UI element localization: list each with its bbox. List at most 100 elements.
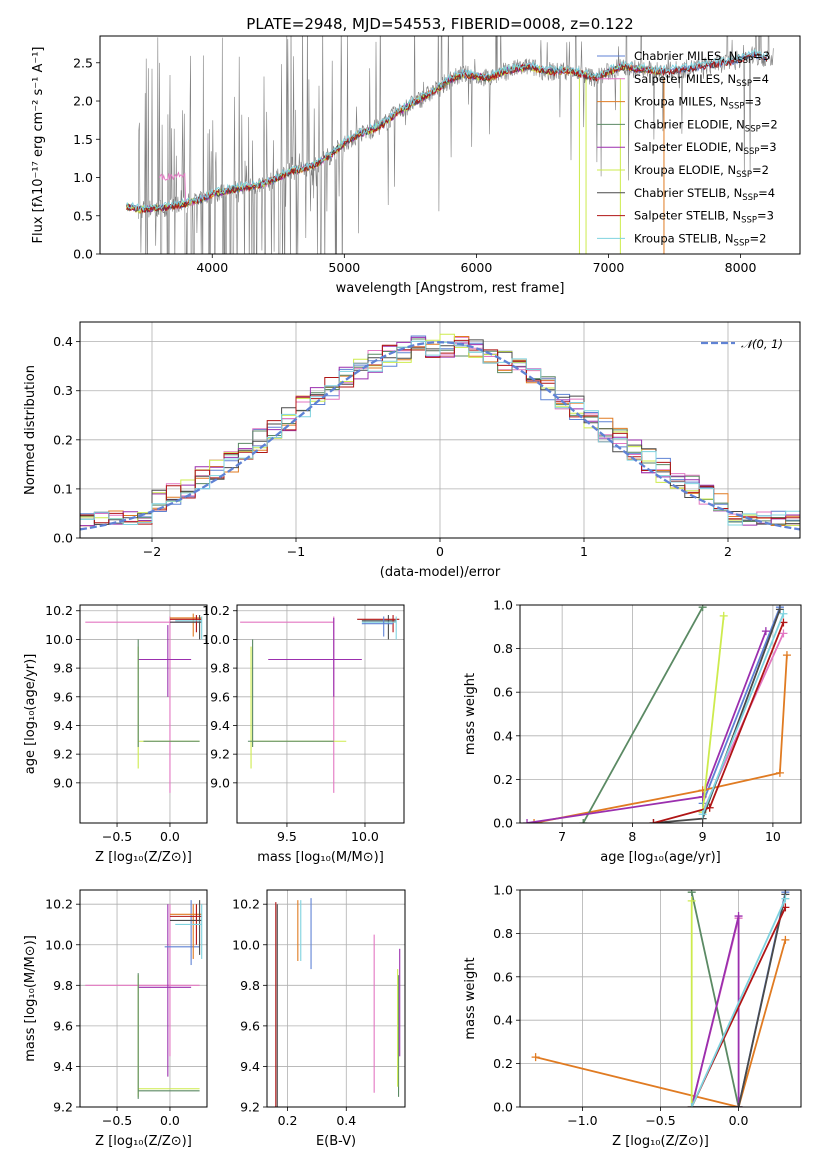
y-tick-label: 9.6 bbox=[53, 689, 73, 704]
y-tick-label: 0.6 bbox=[493, 685, 513, 700]
y-tick-label: 0.4 bbox=[493, 1013, 513, 1028]
x-axis-label: wavelength [Angstrom, rest frame] bbox=[336, 281, 565, 296]
y-tick-label: 0.3 bbox=[53, 383, 73, 398]
legend-label: Chabrier ELODIE, NSSP=2 bbox=[634, 117, 778, 134]
y-tick-label: 0.8 bbox=[493, 926, 513, 941]
legend-label-count: =3 bbox=[753, 49, 770, 63]
y-tick-label: 0.5 bbox=[73, 208, 93, 223]
x-axis-label: E(B-V) bbox=[316, 1134, 356, 1149]
legend-label: Salpeter MILES, NSSP=4 bbox=[634, 72, 769, 89]
y-tick-label: 0.2 bbox=[493, 772, 513, 787]
plot-area bbox=[85, 613, 203, 793]
x-tick-label: −0.5 bbox=[645, 1113, 675, 1128]
legend-label-main: Salpeter ELODIE, N bbox=[634, 140, 744, 154]
normal-curve bbox=[80, 341, 800, 531]
z-weight-marker-kroupa_miles bbox=[781, 935, 790, 944]
x-tick-label: 4000 bbox=[196, 260, 228, 275]
x-tick-label: −1.0 bbox=[567, 1113, 597, 1128]
model-salpeter_elodie bbox=[126, 61, 662, 213]
model-chabrier_stelib bbox=[126, 51, 768, 213]
x-tick-label: 0.0 bbox=[729, 1113, 749, 1128]
model-salpeter_stelib bbox=[126, 51, 768, 214]
y-tick-label: 9.8 bbox=[240, 978, 260, 993]
axes-frame bbox=[99, 35, 801, 255]
plot-area bbox=[275, 898, 401, 1107]
y-tick-label: 0.2 bbox=[493, 1056, 513, 1071]
panel-residual-histogram: −2 −1 0 1 2 0.0 0.1 0.2 0.3 0.4 (data-model)/error… bbox=[23, 321, 801, 580]
x-tick-label: −0.5 bbox=[102, 1113, 132, 1128]
legend-label: Salpeter ELODIE, NSSP=3 bbox=[634, 140, 777, 157]
x-axis-label: (data-model)/error bbox=[380, 565, 501, 580]
y-tick-label: 1.0 bbox=[493, 883, 513, 898]
x-axis-label: Z [log₁₀(Z/Z⊙)] bbox=[95, 850, 192, 865]
weight-line-chabrier_miles bbox=[701, 606, 781, 804]
y-tick-label: 9.4 bbox=[53, 1059, 73, 1074]
y-tick-label: 9.8 bbox=[210, 661, 230, 676]
x-tick-label: 10 bbox=[765, 829, 781, 844]
y-tick-label: 0.2 bbox=[53, 432, 73, 447]
plot-area bbox=[531, 890, 790, 1107]
x-axis-label: age [log₁₀(age/yr)] bbox=[600, 850, 721, 865]
axes-frame bbox=[79, 889, 208, 1108]
y-tick-label: 0.0 bbox=[493, 1100, 513, 1115]
panel-age-vs-Z: −0.5 0.0 9.0 9.2 9.4 9.6 9.8 10.0 10.2 Z [log₁₀(Z… bbox=[23, 603, 208, 865]
legend-label-main: Salpeter STELIB, N bbox=[634, 209, 741, 223]
z-weight-marker-chabrier_elodie bbox=[687, 890, 696, 897]
x-tick-label: 9 bbox=[699, 829, 707, 844]
z-weight-marker-salpeter_elodie bbox=[734, 912, 743, 921]
legend-label-main: Chabrier ELODIE, N bbox=[634, 117, 745, 131]
legend-label-count: =3 bbox=[757, 209, 774, 223]
y-tick-label: 9.2 bbox=[240, 1100, 260, 1115]
y-tick-label: 9.4 bbox=[210, 718, 230, 733]
y-tick-label: 1.5 bbox=[73, 132, 93, 147]
y-tick-label: 0.6 bbox=[493, 969, 513, 984]
x-axis-label: mass [log₁₀(M/M⊙)] bbox=[257, 850, 384, 865]
x-tick-label: 0.0 bbox=[160, 1113, 180, 1128]
plot-area bbox=[125, 36, 774, 254]
y-tick-label: 0.4 bbox=[53, 334, 73, 349]
legend-label-count: =2 bbox=[752, 163, 769, 177]
y-tick-label: 2.5 bbox=[73, 55, 93, 70]
y-axis-label: mass [log₁₀(M/M⊙)] bbox=[23, 935, 38, 1062]
weight-line-kroupa_stelib bbox=[701, 613, 785, 815]
model-chabrier_elodie bbox=[125, 62, 662, 213]
figure-title: PLATE=2948, MJD=54553, FIBERID=0008, z=0… bbox=[246, 15, 633, 33]
y-axis-label: age [log₁₀(age/yr)] bbox=[23, 654, 38, 775]
weight-marker-kroupa_miles bbox=[782, 651, 791, 660]
panel-spectrum: 4000 5000 6000 7000 8000 0.0 0.5 1.0 1.5 2.0 2.5 wa… bbox=[31, 35, 801, 296]
weight-line-kroupa_miles bbox=[533, 655, 788, 823]
y-tick-label: 0.1 bbox=[53, 481, 73, 496]
y-tick-label: 9.4 bbox=[53, 718, 73, 733]
panel-weight-vs-age: 7 8 9 10 0.0 0.2 0.4 0.6 0.8 1.0 age [log₁₀(age/yr… bbox=[463, 598, 802, 865]
y-tick-label: 9.0 bbox=[53, 775, 73, 790]
legend-label-sub: SSP bbox=[744, 147, 760, 157]
x-tick-label: 5000 bbox=[328, 260, 360, 275]
legend-label-sub: SSP bbox=[736, 170, 752, 180]
legend-label-sub: SSP bbox=[745, 124, 761, 134]
z-weight-marker-kroupa_stelib bbox=[687, 1103, 696, 1107]
z-weight-marker-kroupa_elodie bbox=[687, 896, 696, 905]
y-tick-label: 9.6 bbox=[53, 1018, 73, 1033]
panel-weight-vs-Z: −1.0 −0.5 0.0 0.0 0.2 0.4 0.6 0.8 1.0 Z [log₁₀(Z/… bbox=[463, 883, 802, 1149]
z-weight-line-chabrier_stelib bbox=[691, 894, 787, 1107]
y-tick-label: 10.0 bbox=[45, 632, 73, 647]
legend-label: Kroupa MILES, NSSP=3 bbox=[634, 95, 761, 112]
y-tick-label: 10.0 bbox=[45, 937, 73, 952]
x-axis-label: Z [log₁₀(Z/Z⊙)] bbox=[95, 1134, 192, 1149]
model-kroupa_stelib bbox=[126, 49, 768, 212]
weight-marker-salpeter_miles bbox=[779, 629, 788, 638]
z-weight-marker-chabrier_stelib bbox=[734, 1103, 743, 1107]
x-tick-label: −1 bbox=[287, 544, 305, 559]
y-tick-label: 0.0 bbox=[53, 531, 73, 546]
legend-label-count: =2 bbox=[761, 117, 778, 131]
legend-label: Kroupa ELODIE, NSSP=2 bbox=[634, 163, 769, 180]
y-tick-label: 0.0 bbox=[73, 247, 93, 262]
hist-kroupa_stelib bbox=[80, 340, 800, 526]
y-tick-label: 1.0 bbox=[493, 598, 513, 613]
weight-marker-salpeter_elodie bbox=[698, 792, 707, 801]
weight-marker-chabrier_elodie bbox=[579, 819, 588, 823]
weight-marker-salpeter_elodie bbox=[761, 627, 770, 636]
y-tick-label: 9.8 bbox=[53, 661, 73, 676]
x-tick-label: 1 bbox=[580, 544, 588, 559]
axes-frame bbox=[236, 604, 405, 824]
